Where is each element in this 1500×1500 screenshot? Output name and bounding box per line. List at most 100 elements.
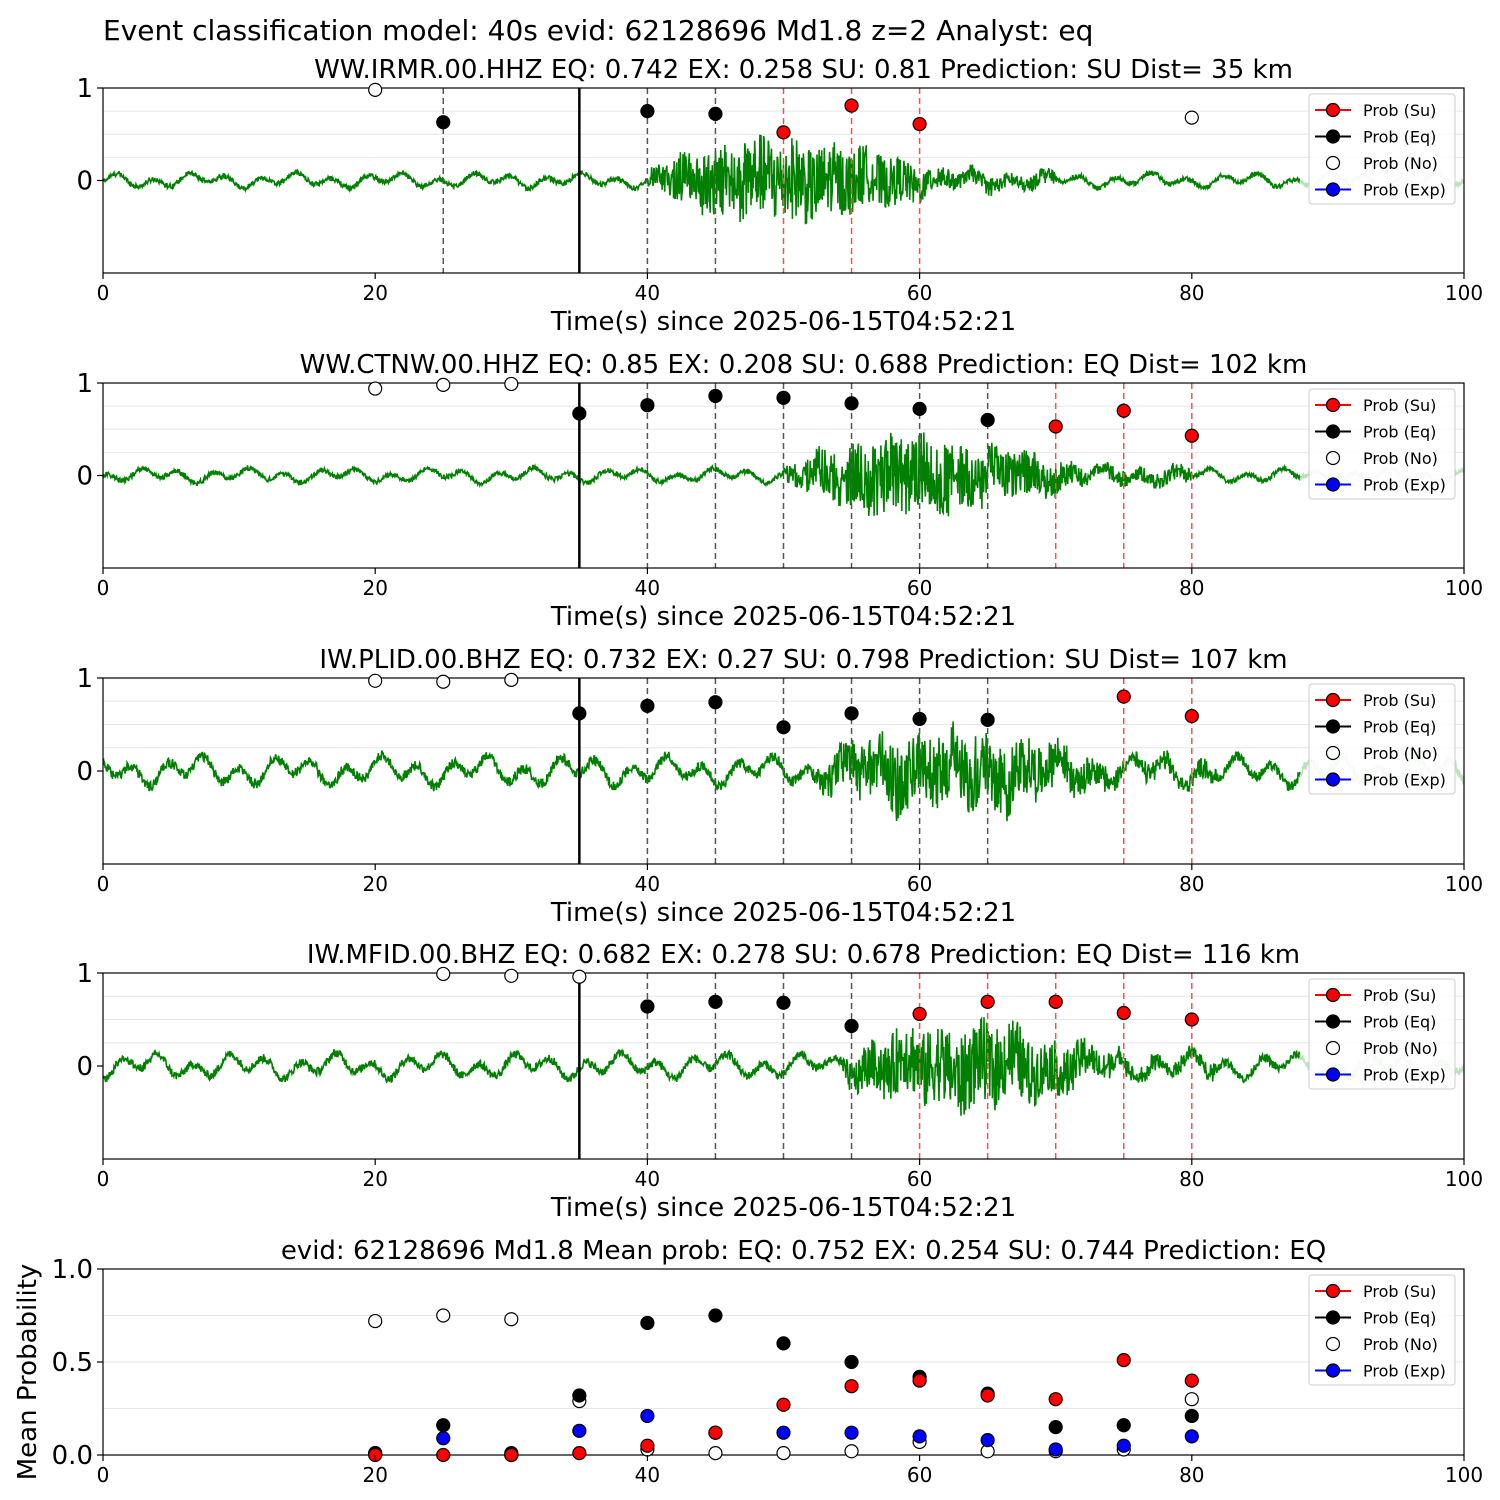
prob-su-point: [436, 1447, 451, 1463]
legend: Prob (Su) Prob (Eq) Prob (No) Prob (Exp): [1308, 93, 1456, 205]
markers: [368, 376, 1199, 443]
legend-label: Prob (No): [1363, 744, 1438, 763]
legend-label: Prob (Exp): [1363, 771, 1446, 790]
prob-no-point: [368, 673, 383, 688]
prob-no-point: [776, 1446, 791, 1461]
x-tick-label: 60: [907, 576, 932, 600]
x-axis-label: Time(s) since 2025-06-15T04:52:21: [550, 898, 1016, 928]
panel-title: WW.CTNW.00.HHZ EQ: 0.85 EX: 0.208 SU: 0.…: [300, 350, 1308, 380]
x-tick-label: 40: [635, 1167, 660, 1191]
legend-marker: [1325, 692, 1341, 708]
legend-label: Prob (Su): [1363, 1282, 1436, 1301]
prob-exp-point: [912, 1429, 927, 1444]
legend-label: Prob (Su): [1363, 396, 1436, 415]
prob-su-point: [1184, 1012, 1199, 1027]
legend-marker: [1325, 745, 1341, 761]
x-tick-label: 0: [97, 1463, 110, 1487]
legend-label: Prob (No): [1363, 154, 1438, 173]
x-tick-label: 20: [362, 1167, 387, 1191]
prob-no-point: [436, 1308, 451, 1323]
prob-no-point: [572, 969, 587, 984]
prob-eq-point: [436, 115, 451, 130]
legend-label: Prob (Eq): [1363, 423, 1436, 442]
legend-label: Prob (Eq): [1363, 1309, 1436, 1328]
legend-label: Prob (Su): [1363, 986, 1436, 1005]
waveform: [103, 1016, 1302, 1116]
legend-marker: [1325, 719, 1341, 734]
x-axis-label: Time(s) since 2025-06-15T04:52:21: [550, 1193, 1016, 1223]
legend-label: Prob (Exp): [1363, 181, 1446, 200]
waveform: [103, 721, 1302, 822]
prob-eq-point: [844, 706, 859, 721]
prob-exp-point: [1184, 1429, 1199, 1444]
prob-eq-point: [1116, 1418, 1131, 1433]
prob-eq-point: [844, 396, 859, 411]
legend-marker: [1325, 397, 1341, 413]
prob-no-point: [504, 376, 519, 392]
prob-su-point: [1184, 1373, 1199, 1388]
markers: [368, 82, 1199, 140]
prob-no-point: [504, 672, 519, 687]
legend: Prob (Su) Prob (Eq) Prob (No) Prob (Exp): [1308, 388, 1456, 500]
x-tick-label: 80: [1179, 281, 1204, 305]
prob-su-point: [1116, 403, 1131, 418]
prob-su-point: [912, 116, 927, 132]
x-tick-label: 60: [907, 872, 932, 896]
legend-marker: [1325, 1363, 1341, 1378]
legend-marker: [1325, 102, 1341, 118]
prob-eq-point: [776, 720, 791, 735]
prob-eq-point: [640, 698, 655, 714]
panel-title: evid: 62128696 Md1.8 Mean prob: EQ: 0.75…: [281, 1236, 1326, 1266]
prob-su-point: [640, 1438, 655, 1453]
prob-eq-point: [436, 1418, 451, 1433]
prob-no-point: [436, 674, 451, 689]
y-tick-label: 0: [76, 757, 93, 787]
panel-4: 0 20 40 60 80 100 1 0 IW.MFID.00.BHZ EQ: 0.682 E…: [76, 940, 1483, 1223]
legend-marker: [1325, 129, 1341, 144]
prob-su-point: [980, 1388, 995, 1403]
x-tick-label: 80: [1179, 1167, 1204, 1191]
legend-marker: [1325, 424, 1341, 439]
prob-su-point: [1048, 419, 1063, 434]
legend-marker: [1325, 1014, 1341, 1029]
legend: Prob (Su) Prob (Eq) Prob (No) Prob (Exp): [1308, 683, 1456, 795]
prob-no-point: [436, 966, 451, 982]
prob-exp-point: [436, 1431, 451, 1446]
x-tick-label: 0: [97, 576, 110, 600]
legend-label: Prob (Eq): [1363, 1013, 1436, 1032]
panel-title: IW.PLID.00.BHZ EQ: 0.732 EX: 0.27 SU: 0.…: [319, 645, 1287, 675]
legend-label: Prob (No): [1363, 1335, 1438, 1354]
prob-su-point: [1048, 1392, 1063, 1407]
panel-title: IW.MFID.00.BHZ EQ: 0.682 EX: 0.278 SU: 0…: [307, 940, 1300, 970]
prob-su-point: [912, 1373, 927, 1388]
prob-su-point: [708, 1425, 723, 1440]
prob-no-point: [368, 82, 383, 97]
y-tick-label: 0: [76, 1052, 93, 1082]
prob-eq-point: [776, 995, 791, 1010]
prob-no-point: [708, 1446, 723, 1461]
x-tick-label: 100: [1445, 576, 1483, 600]
legend-label: Prob (Exp): [1363, 1362, 1446, 1381]
prob-eq-point: [640, 398, 655, 413]
y-axis-label: Mean Probability: [13, 1264, 43, 1481]
prob-eq-point: [708, 695, 723, 710]
prob-su-point: [1184, 709, 1199, 724]
plot-area: [103, 383, 1464, 568]
prob-no-point: [368, 381, 383, 396]
legend-marker: [1325, 1336, 1341, 1352]
prob-exp-point: [776, 1425, 791, 1440]
legend-box: [1308, 1274, 1456, 1386]
prob-exp-point: [1116, 1438, 1131, 1453]
y-tick-label: 0: [76, 462, 93, 492]
y-tick-label: 0.5: [52, 1348, 93, 1378]
legend-marker: [1325, 1310, 1341, 1325]
prob-su-point: [1116, 1353, 1131, 1368]
x-tick-label: 0: [97, 281, 110, 305]
y-tick-label: 1: [76, 369, 93, 399]
prob-eq-point: [912, 401, 927, 416]
x-tick-label: 20: [362, 872, 387, 896]
prob-eq-point: [572, 406, 587, 421]
x-tick-label: 40: [635, 1463, 660, 1487]
prob-no-point: [368, 1313, 383, 1329]
markers: [368, 1308, 1199, 1463]
